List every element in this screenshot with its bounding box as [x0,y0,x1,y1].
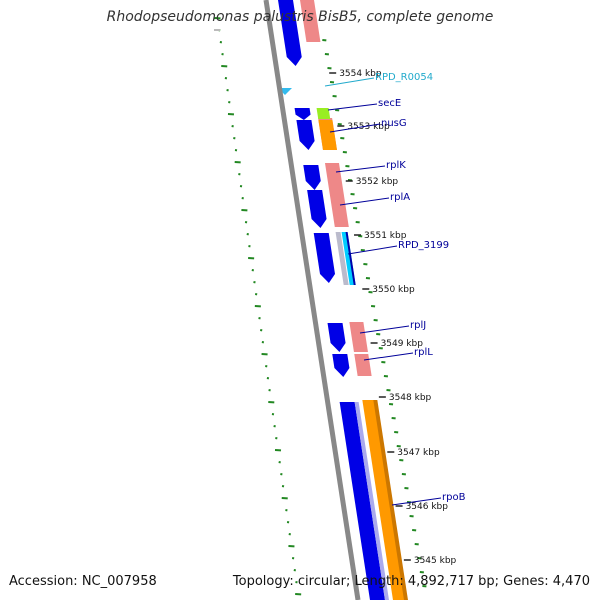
kbp-tick-label: 3546 kbp [406,502,449,512]
genome-summary-text: Topology: circular; Length: 4,892,717 bp… [232,574,590,589]
gene-label-leader [347,245,398,255]
gene-label-leader [359,325,410,334]
kbp-tick-label: 3551 kbp [364,231,407,241]
cds-arrow [332,354,350,377]
cds-arrow [327,323,346,352]
gene-label-leader [339,197,390,206]
gene-label-leader [329,123,381,133]
gene-label[interactable]: rplA [390,192,410,203]
cds-bar-grey [335,232,349,285]
gene-label[interactable]: rplJ [410,320,426,331]
kbp-tick-label: 3549 kbp [381,339,424,349]
cds-arrow [278,0,302,66]
gene-labels: RPD_R0054 secE nusG rplK rplA RPD_3199 rplJ rpl… [324,72,466,506]
cds-bar-orange [362,400,407,600]
gene-label-leader [327,103,378,111]
gc-content-track [214,17,427,596]
cds-bar-pale [324,163,344,190]
gene-label-leader [324,77,375,87]
kbp-tick-label: 3547 kbp [397,448,440,458]
cds-arrow [313,233,336,283]
feature-bars [278,0,408,600]
cds-bar-pale [300,0,321,42]
gene-label[interactable]: nusG [381,118,407,129]
gene-label-leader [335,165,386,173]
kbp-tick-label: 3553 kbp [347,122,390,132]
cds-arrow [303,165,321,190]
cds-bar-pale [349,322,368,352]
gene-label[interactable]: rplK [386,160,406,171]
gene-label-leader [391,497,442,506]
gene-label-leader [363,352,414,361]
map-title: Rhodopseudomonas palustris BisB5, comple… [106,9,494,25]
kbp-ticks: 3554 kbp 3553 kbp 3552 kbp 3551 kbp 3550 kbp… [329,69,457,566]
cds-bar-highlight [354,402,389,600]
backbone-ring [263,0,361,600]
cds-bar-dark [345,232,356,285]
cds-arrow [294,108,311,120]
kbp-tick-label: 3548 kbp [389,393,432,403]
kbp-tick-label: 3552 kbp [356,177,399,187]
cds-arrow [307,190,327,228]
gene-label[interactable]: secE [378,98,401,109]
cds-arrow [296,120,315,150]
gene-label[interactable]: rpoB [442,492,466,503]
gene-label[interactable]: RPD_R0054 [375,72,433,83]
kbp-tick-label: 3554 kbp [339,69,382,79]
cds-bar-orange [318,120,337,150]
cds-bar-lime [316,108,331,119]
gene-label[interactable]: RPD_3199 [398,240,449,251]
cds-bar [339,402,385,600]
cds-bar-edge [373,400,408,600]
gene-label[interactable]: rplL [414,347,433,358]
kbp-tick-label: 3545 kbp [414,556,457,566]
cds-bar-pale [354,354,372,376]
cds-bar-pale [329,190,349,227]
accession-text: Accession: NC_007958 [9,574,157,589]
kbp-tick-label: 3550 kbp [372,285,415,295]
